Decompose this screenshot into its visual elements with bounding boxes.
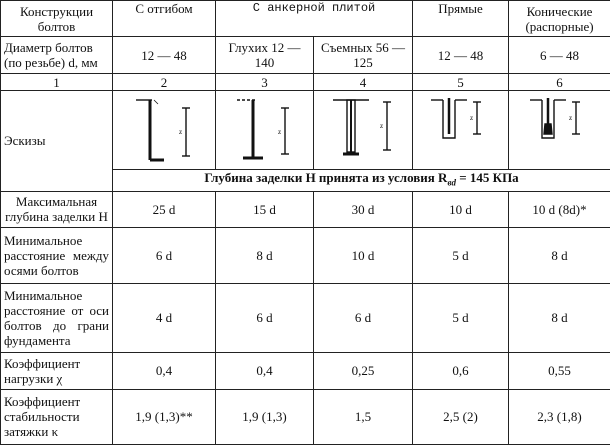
min-edge-distance-removable: 6 d — [312, 282, 414, 353]
min-axis-distance-row: Минимальное расстояние между осями болто… — [0, 226, 610, 284]
bent-bolt-sketch-icon: z — [136, 99, 190, 162]
svg-text:z: z — [470, 114, 473, 122]
stability-coefficient-bent: 1,9 (1,3)** — [112, 388, 216, 445]
min-axis-distance-label: Минимальное расстояние между осями болто… — [0, 226, 113, 284]
max-depth-conical: 10 d (8d)* — [508, 190, 610, 228]
min-edge-distance-conical: 8 d — [508, 282, 610, 353]
sketches-row: Эскизы z — [0, 90, 610, 192]
sketch-straight-bolt: z — [412, 90, 510, 170]
max-depth-label: Максимальная глубина заделки H — [0, 190, 113, 228]
min-edge-distance-blind: 6 d — [215, 282, 314, 353]
min-axis-distance-removable: 10 d — [312, 226, 414, 284]
anchor-plate-bolt-sketch-icon: z — [236, 99, 289, 160]
load-coefficient-conical: 0,55 — [508, 351, 610, 390]
stability-coefficient-label: Коэффициент стабильности затяжки κ — [0, 388, 113, 445]
min-edge-distance-row: Минимальное расстояние от оси болтов до … — [0, 282, 610, 353]
header-conical: Конические (распорные) — [508, 0, 610, 37]
diameter-straight: 12 — 48 — [412, 36, 510, 74]
sketch-conical-bolt: z — [508, 90, 610, 170]
load-coefficient-blind: 0,4 — [215, 351, 314, 390]
max-depth-blind: 15 d — [215, 190, 314, 228]
load-coefficient-removable: 0,25 — [312, 351, 414, 390]
diameter-label-text: Диаметр болтов (по резьбе) d, мм — [4, 40, 98, 70]
svg-text:z: z — [278, 128, 281, 136]
column-number-1: 1 — [0, 73, 113, 91]
svg-text:z: z — [380, 122, 383, 130]
min-axis-distance-conical: 8 d — [508, 226, 610, 284]
stability-coefficient-removable: 1,5 — [312, 388, 414, 445]
depth-note-subscript: вd — [447, 177, 456, 188]
min-axis-distance-blind: 8 d — [215, 226, 314, 284]
stability-coefficient-conical: 2,3 (1,8) — [508, 388, 610, 445]
diameter-removable: Съемных 56 — 125 — [312, 36, 414, 74]
min-axis-distance-straight: 5 d — [412, 226, 510, 284]
min-axis-distance-bent: 6 d — [112, 226, 216, 284]
sketch-blind-anchor-bolt: z — [215, 90, 314, 170]
max-depth-straight: 10 d — [412, 190, 510, 228]
stability-coefficient-row: Коэффициент стабильности затяжки κ 1,9 (… — [0, 388, 610, 445]
stability-coefficient-blind: 1,9 (1,3) — [215, 388, 314, 445]
min-edge-distance-label: Минимальное расстояние от оси болтов до … — [0, 282, 113, 353]
header-anchor-plate: С анкерной плитой — [214, 0, 414, 37]
max-depth-row: Максимальная глубина заделки H 25 d 15 d… — [0, 190, 610, 228]
depth-note-row: Глубина заделки H принята из условия Rвd… — [1, 169, 610, 192]
depth-note-suffix: = 145 КПа — [455, 170, 519, 185]
column-number-3: 3 — [215, 73, 314, 91]
header-bent: С отгибом — [112, 0, 216, 37]
sketch-removable-anchor-bolt: z — [312, 90, 414, 170]
straight-bolt-sketch-icon: z — [430, 98, 481, 139]
svg-text:z: z — [569, 114, 572, 122]
header-constructions: Конструкции болтов — [0, 0, 113, 37]
numbering-row: 1 2 3 4 5 6 — [0, 73, 610, 91]
diameter-label: Диаметр болтов (по резьбе) d, мм — [0, 36, 113, 74]
load-coefficient-row: Коэффициент нагрузки χ 0,4 0,4 0,25 0,6 … — [0, 351, 610, 390]
diameter-blind: Глухих 12 — 140 — [215, 36, 314, 74]
conical-bolt-sketch-icon: z — [529, 98, 580, 139]
sketches-label: Эскизы — [0, 90, 113, 192]
depth-note-prefix: Глубина заделки H принята из условия R — [204, 170, 448, 185]
max-depth-bent: 25 d — [112, 190, 216, 228]
max-depth-removable: 30 d — [312, 190, 414, 228]
load-coefficient-label: Коэффициент нагрузки χ — [0, 351, 113, 390]
column-number-2: 2 — [112, 73, 216, 91]
diameter-bent: 12 — 48 — [112, 36, 216, 74]
load-coefficient-bent: 0,4 — [112, 351, 216, 390]
diameter-row: Диаметр болтов (по резьбе) d, мм 12 — 48… — [0, 36, 610, 74]
sketch-bent-bolt: z — [112, 90, 216, 170]
min-edge-distance-bent: 4 d — [112, 282, 216, 353]
column-number-5: 5 — [412, 73, 510, 91]
svg-text:z: z — [179, 128, 182, 136]
header-straight: Прямые — [412, 0, 510, 37]
header-row: Конструкции болтов С отгибом С анкерной … — [0, 0, 610, 37]
column-number-6: 6 — [508, 73, 610, 91]
column-number-4: 4 — [312, 73, 414, 91]
removable-anchor-bolt-sketch-icon: z — [333, 99, 391, 156]
min-edge-distance-straight: 5 d — [412, 282, 510, 353]
depth-note: Глубина заделки H принята из условия Rвd… — [111, 169, 610, 192]
load-coefficient-straight: 0,6 — [412, 351, 510, 390]
stability-coefficient-straight: 2,5 (2) — [412, 388, 510, 445]
diameter-conical: 6 — 48 — [508, 36, 610, 74]
